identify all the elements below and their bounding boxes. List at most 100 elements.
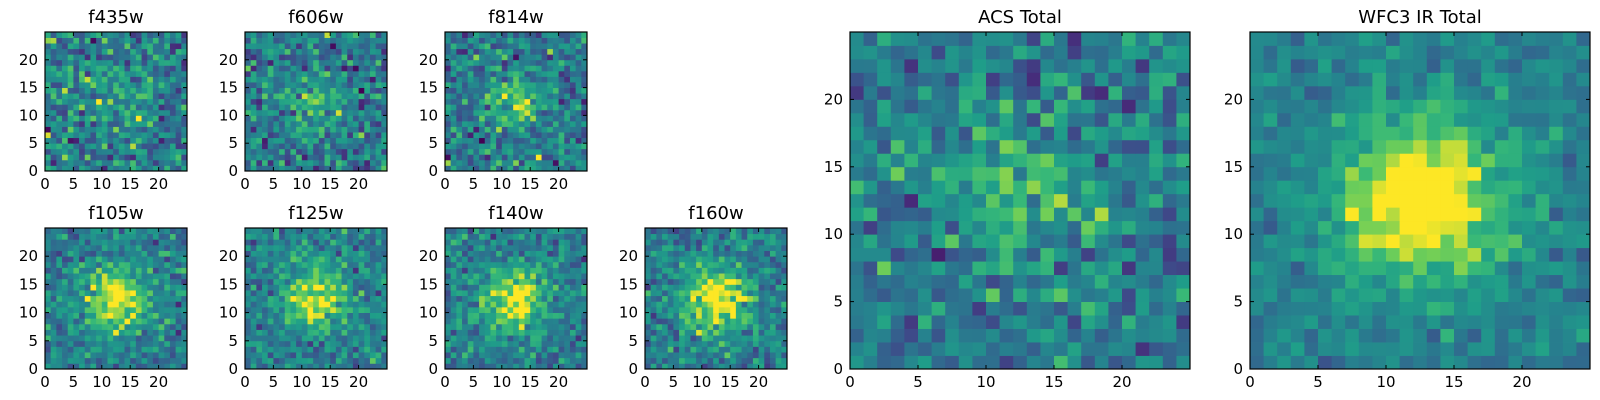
heatmap-cell <box>341 70 348 77</box>
heatmap-cell <box>547 65 554 72</box>
heatmap-cell <box>96 352 103 359</box>
heatmap-cell <box>113 306 120 313</box>
heatmap-cell <box>175 329 182 336</box>
heatmap-cell <box>752 329 759 336</box>
heatmap-cell <box>850 220 864 235</box>
heatmap-cell <box>135 284 142 291</box>
heatmap-cell <box>256 159 263 166</box>
heatmap-cell <box>313 323 320 330</box>
x-tick-label: 20 <box>349 373 368 391</box>
heatmap-cell <box>667 233 674 240</box>
heatmap-cell <box>999 234 1014 249</box>
heatmap-cell <box>262 98 269 105</box>
heatmap-cell <box>296 76 303 83</box>
heatmap-cell <box>135 87 142 94</box>
heatmap-cell <box>462 32 469 38</box>
heatmap-cell <box>863 220 878 235</box>
heatmap-cell <box>758 261 765 268</box>
heatmap-cell <box>113 228 120 235</box>
heatmap-cell <box>484 340 491 347</box>
heatmap-cell <box>375 244 382 251</box>
heatmap-cell <box>467 340 474 347</box>
heatmap-cell <box>164 290 171 297</box>
heatmap-cell <box>341 143 348 150</box>
heatmap-cell <box>490 261 497 268</box>
heatmap-cell <box>290 43 297 50</box>
heatmap-cell <box>1149 274 1164 289</box>
heatmap-cell <box>552 165 559 172</box>
heatmap-cell <box>347 143 354 150</box>
heatmap-cell <box>141 244 148 251</box>
heatmap-cell <box>999 247 1014 262</box>
heatmap-cell <box>262 233 269 240</box>
heatmap-cell <box>501 154 508 161</box>
heatmap-cell <box>958 355 973 370</box>
heatmap-cell <box>1108 234 1123 249</box>
heatmap-cell <box>164 250 171 257</box>
heatmap-cell <box>290 290 297 297</box>
heatmap-cell <box>507 306 514 313</box>
heatmap-cell <box>250 154 257 161</box>
heatmap-cell <box>84 301 91 308</box>
heatmap-cell <box>256 233 263 240</box>
heatmap-cell <box>575 340 582 347</box>
heatmap-cell <box>473 363 480 370</box>
heatmap-cell <box>313 76 320 83</box>
heatmap-cell <box>445 267 452 274</box>
heatmap-cell <box>56 59 63 66</box>
heatmap-cell <box>113 48 120 55</box>
heatmap-cell <box>650 284 657 291</box>
heatmap-cell <box>645 261 652 268</box>
heatmap-cell <box>45 318 52 325</box>
heatmap-cell <box>581 82 588 88</box>
heatmap-cell <box>524 43 531 50</box>
heatmap-cell <box>250 137 257 144</box>
heatmap-cell <box>552 323 559 330</box>
heatmap-cell <box>273 148 280 155</box>
heatmap-cell <box>147 352 154 359</box>
heatmap-cell <box>918 274 932 289</box>
heatmap-cell <box>267 284 274 291</box>
heatmap-cell <box>752 340 759 347</box>
heatmap-cell <box>352 233 359 240</box>
heatmap-cell <box>341 312 348 319</box>
heatmap-cell <box>369 335 377 342</box>
heatmap-cell <box>501 256 508 263</box>
heatmap-cell <box>518 256 525 263</box>
heatmap-cell <box>958 328 973 343</box>
heatmap-cell <box>62 273 69 280</box>
heatmap-cell <box>496 256 503 263</box>
heatmap-cell <box>541 233 548 240</box>
heatmap-cell <box>352 244 359 251</box>
heatmap-cell <box>513 329 520 336</box>
heatmap-cell <box>564 335 571 342</box>
heatmap-cell <box>79 76 86 83</box>
heatmap-cell <box>96 318 103 325</box>
heatmap-cell <box>130 148 137 155</box>
heatmap-cell <box>279 256 286 263</box>
heatmap-cell <box>175 82 182 88</box>
heatmap-cell <box>169 93 177 100</box>
heatmap-cell <box>284 250 291 257</box>
heatmap-cell <box>450 154 457 161</box>
heatmap-cell <box>445 132 452 139</box>
heatmap-cell <box>507 323 514 330</box>
heatmap-cell <box>324 37 331 44</box>
heatmap-cell <box>107 290 114 297</box>
heatmap-cell <box>352 256 359 263</box>
heatmap-cell <box>262 87 269 94</box>
heatmap-cell <box>972 180 987 195</box>
heatmap-cell <box>375 48 382 55</box>
heatmap-cell <box>141 70 148 77</box>
heatmap-cell <box>569 154 577 161</box>
heatmap-cell <box>358 363 365 370</box>
heatmap-cell <box>507 363 514 370</box>
heatmap-cell <box>296 143 303 150</box>
heatmap-cell <box>730 357 737 364</box>
heatmap-cell <box>781 239 788 246</box>
heatmap-cell <box>456 104 463 111</box>
heatmap-cell <box>147 318 154 325</box>
heatmap-cell <box>113 143 120 150</box>
heatmap-cell <box>650 267 657 274</box>
heatmap-cell <box>73 295 80 302</box>
